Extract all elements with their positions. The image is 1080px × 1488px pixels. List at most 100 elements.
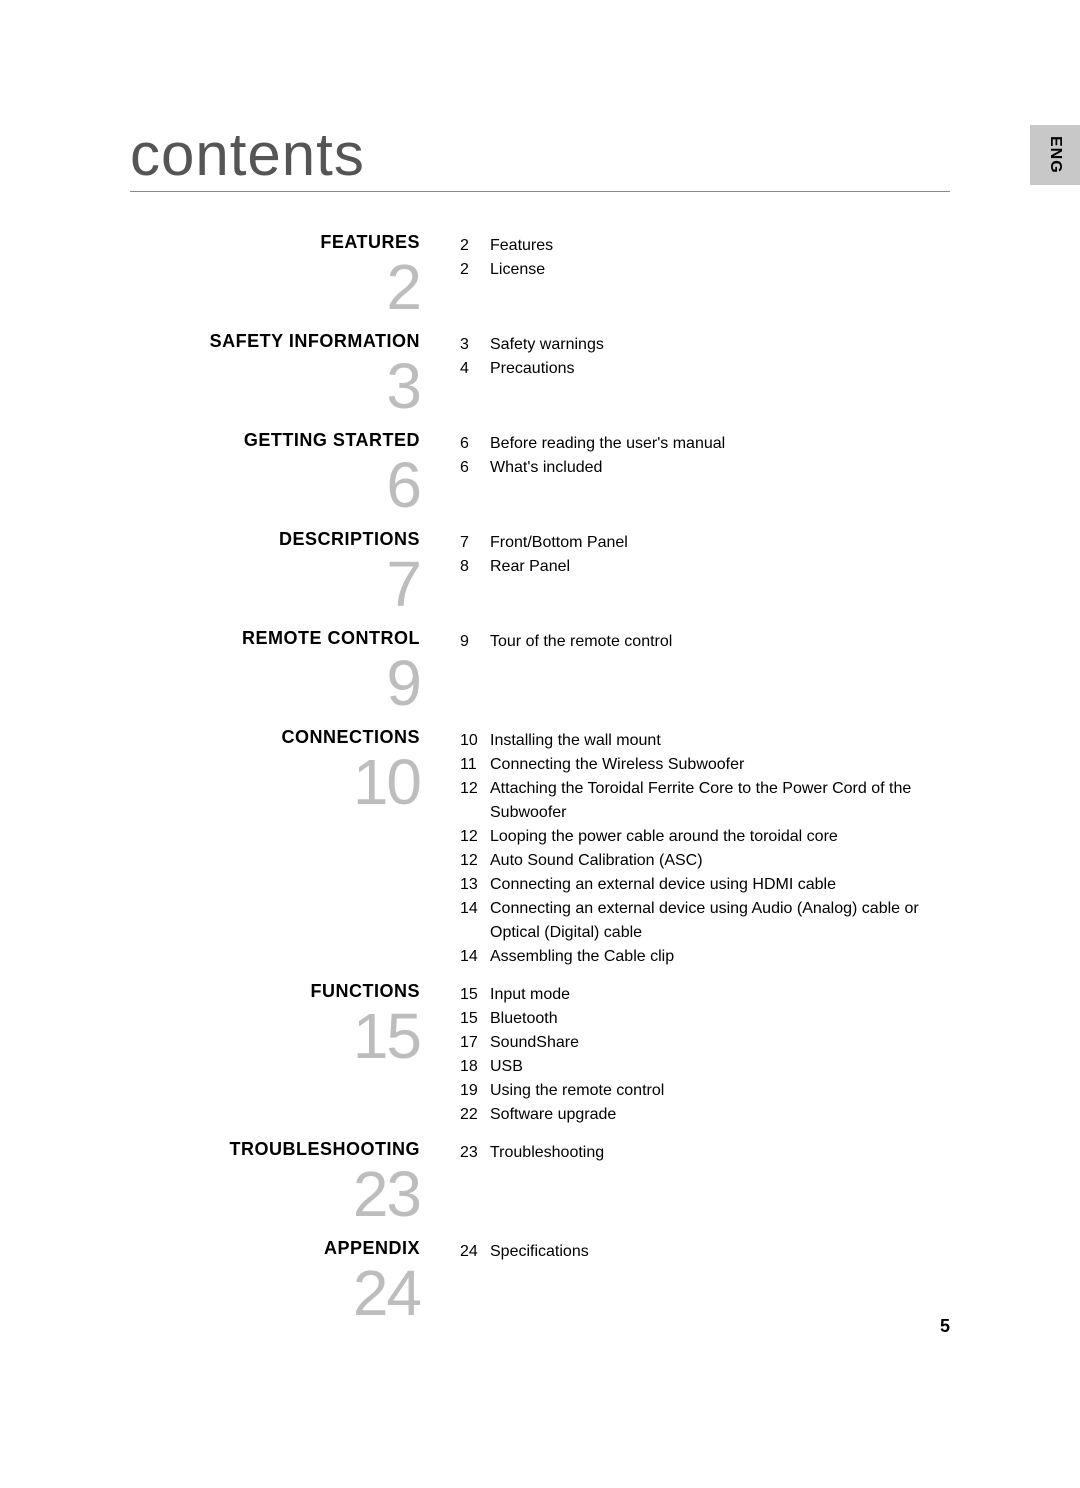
toc-entry: 14Connecting an external device using Au…: [460, 897, 950, 945]
toc-entry: 15Input mode: [460, 983, 950, 1007]
toc-section-heading: REMOTE CONTROL: [130, 628, 420, 649]
toc-section-left: FEATURES2: [130, 232, 460, 319]
toc-entry: 15Bluetooth: [460, 1007, 950, 1031]
toc-entry: 3Safety warnings: [460, 333, 950, 357]
toc-entry: 23Troubleshooting: [460, 1141, 950, 1165]
toc-entry: 9Tour of the remote control: [460, 630, 950, 654]
toc-section: TROUBLESHOOTING2323Troubleshooting: [130, 1139, 950, 1226]
toc-entry: 2License: [460, 258, 950, 282]
toc-section-heading: CONNECTIONS: [130, 727, 420, 748]
toc-entry-text: Connecting an external device using Audi…: [490, 897, 950, 945]
toc-section-number: 7: [130, 552, 420, 616]
toc-entry-text: Bluetooth: [490, 1007, 950, 1031]
toc-section-heading: FUNCTIONS: [130, 981, 420, 1002]
toc-entry-page: 11: [460, 753, 490, 777]
toc-section-left: REMOTE CONTROL9: [130, 628, 460, 715]
toc-entry-page: 15: [460, 983, 490, 1007]
toc-entry: 6Before reading the user's manual: [460, 432, 950, 456]
toc-entry-text: SoundShare: [490, 1031, 950, 1055]
toc-entry: 24Specifications: [460, 1240, 950, 1264]
toc-entry-text: Installing the wall mount: [490, 729, 950, 753]
toc-entry-text: Specifications: [490, 1240, 950, 1264]
toc-entry-text: Tour of the remote control: [490, 630, 950, 654]
toc-entry-page: 4: [460, 357, 490, 381]
toc-entry-page: 22: [460, 1103, 490, 1127]
toc-entry: 17SoundShare: [460, 1031, 950, 1055]
toc-entry-page: 19: [460, 1079, 490, 1103]
toc-section-number: 6: [130, 453, 420, 517]
toc-entry-page: 15: [460, 1007, 490, 1031]
toc-entry-page: 2: [460, 234, 490, 258]
toc-entry-page: 14: [460, 945, 490, 969]
toc-section-heading: APPENDIX: [130, 1238, 420, 1259]
toc-section-entries: 23Troubleshooting: [460, 1139, 950, 1165]
toc-section-entries: 7Front/Bottom Panel8Rear Panel: [460, 529, 950, 579]
toc-entry-text: Front/Bottom Panel: [490, 531, 950, 555]
toc-entry-page: 9: [460, 630, 490, 654]
toc-entry: 6What's included: [460, 456, 950, 480]
toc-entry-text: Precautions: [490, 357, 950, 381]
toc-section-heading: SAFETY INFORMATION: [130, 331, 420, 352]
toc-entry: 14Assembling the Cable clip: [460, 945, 950, 969]
toc-entry: 8Rear Panel: [460, 555, 950, 579]
toc-entry-text: Attaching the Toroidal Ferrite Core to t…: [490, 777, 950, 825]
toc-entry-page: 2: [460, 258, 490, 282]
toc-entry: 7Front/Bottom Panel: [460, 531, 950, 555]
toc-section-entries: 10Installing the wall mount11Connecting …: [460, 727, 950, 969]
toc-section-number: 9: [130, 651, 420, 715]
toc-entry-text: Rear Panel: [490, 555, 950, 579]
toc-entry-text: What's included: [490, 456, 950, 480]
toc-entry-text: Features: [490, 234, 950, 258]
toc-section-left: FUNCTIONS15: [130, 981, 460, 1068]
toc-section: REMOTE CONTROL99Tour of the remote contr…: [130, 628, 950, 715]
toc-entry-text: Connecting the Wireless Subwoofer: [490, 753, 950, 777]
toc-entry-text: Input mode: [490, 983, 950, 1007]
toc-entry-page: 18: [460, 1055, 490, 1079]
toc-entry-page: 14: [460, 897, 490, 921]
toc-section-left: DESCRIPTIONS7: [130, 529, 460, 616]
toc-entry-text: Using the remote control: [490, 1079, 950, 1103]
toc-entry-text: Before reading the user's manual: [490, 432, 950, 456]
toc-section-left: TROUBLESHOOTING23: [130, 1139, 460, 1226]
toc-entry: 12Attaching the Toroidal Ferrite Core to…: [460, 777, 950, 825]
toc-section-heading: TROUBLESHOOTING: [130, 1139, 420, 1160]
toc-section: GETTING STARTED66Before reading the user…: [130, 430, 950, 517]
toc-entry-text: Software upgrade: [490, 1103, 950, 1127]
toc-section-number: 3: [130, 354, 420, 418]
toc-entry-page: 6: [460, 432, 490, 456]
toc-entry-text: Looping the power cable around the toroi…: [490, 825, 950, 849]
toc-entry-page: 8: [460, 555, 490, 579]
toc-entry-text: License: [490, 258, 950, 282]
toc-section-heading: FEATURES: [130, 232, 420, 253]
toc-section-entries: 9Tour of the remote control: [460, 628, 950, 654]
toc-entry: 10Installing the wall mount: [460, 729, 950, 753]
toc-entry-page: 6: [460, 456, 490, 480]
toc-section-number: 2: [130, 255, 420, 319]
page-container: contents FEATURES22Features2LicenseSAFET…: [0, 0, 1080, 1397]
toc-section-number: 23: [130, 1162, 420, 1226]
page-number: 5: [940, 1316, 950, 1337]
table-of-contents: FEATURES22Features2LicenseSAFETY INFORMA…: [130, 232, 950, 1337]
toc-section-entries: 24Specifications: [460, 1238, 950, 1264]
toc-section-number: 24: [130, 1261, 420, 1325]
toc-entry-page: 12: [460, 849, 490, 873]
toc-entry-page: 12: [460, 825, 490, 849]
toc-entry-text: Assembling the Cable clip: [490, 945, 950, 969]
toc-entry-text: Safety warnings: [490, 333, 950, 357]
toc-section-entries: 6Before reading the user's manual6What's…: [460, 430, 950, 480]
toc-entry: 12Looping the power cable around the tor…: [460, 825, 950, 849]
toc-section-number: 15: [130, 1004, 420, 1068]
toc-section-number: 10: [130, 750, 420, 814]
toc-entry-page: 12: [460, 777, 490, 801]
toc-entry: 11Connecting the Wireless Subwoofer: [460, 753, 950, 777]
toc-section: CONNECTIONS10 10Installing the wall mount…: [130, 727, 950, 969]
toc-entry: 13Connecting an external device using HD…: [460, 873, 950, 897]
toc-section-heading: DESCRIPTIONS: [130, 529, 420, 550]
toc-entry-text: Auto Sound Calibration (ASC): [490, 849, 950, 873]
toc-entry-page: 23: [460, 1141, 490, 1165]
toc-section-entries: 2Features2License: [460, 232, 950, 282]
toc-entry-page: 7: [460, 531, 490, 555]
toc-section-left: SAFETY INFORMATION3: [130, 331, 460, 418]
toc-entry-page: 3: [460, 333, 490, 357]
toc-entry: 12Auto Sound Calibration (ASC): [460, 849, 950, 873]
